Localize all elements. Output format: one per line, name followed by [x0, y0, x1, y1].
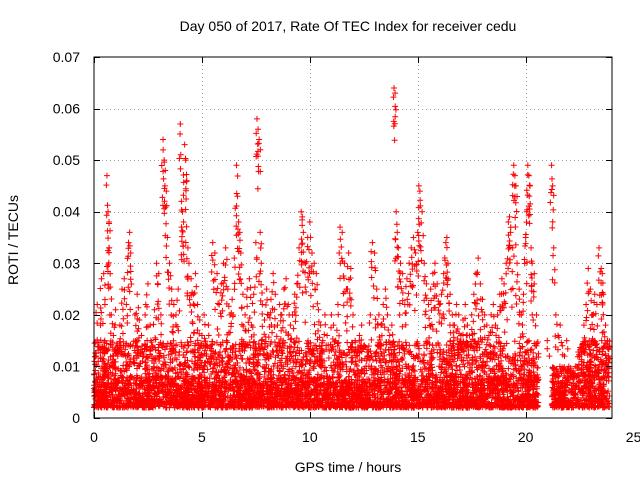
data-point [186, 364, 193, 371]
data-point [410, 362, 417, 369]
data-point [185, 363, 192, 370]
data-point [204, 366, 211, 373]
data-point [482, 362, 489, 369]
data-point [342, 358, 349, 365]
data-point [397, 368, 404, 375]
data-point [239, 356, 246, 363]
data-point [345, 373, 352, 380]
data-point [234, 383, 241, 390]
data-point [382, 359, 389, 366]
data-point [440, 348, 447, 355]
data-point [512, 350, 519, 357]
data-point [343, 363, 350, 370]
data-point [276, 368, 283, 375]
data-point [377, 362, 384, 369]
data-point [415, 351, 422, 358]
data-point [176, 366, 183, 373]
data-point [325, 354, 332, 361]
data-point [467, 364, 474, 371]
data-point [384, 368, 391, 375]
data-point [131, 360, 138, 367]
data-point [361, 355, 368, 362]
data-point [382, 385, 389, 392]
data-point [281, 339, 288, 346]
data-point [293, 349, 300, 356]
data-point [402, 371, 409, 378]
data-point [527, 347, 534, 354]
data-point [288, 353, 295, 360]
data-point [371, 365, 378, 372]
data-point [176, 348, 183, 355]
data-point [213, 356, 220, 363]
data-point [351, 367, 358, 374]
data-point [219, 361, 226, 368]
data-point [322, 364, 329, 371]
data-point [376, 343, 383, 350]
data-point [257, 381, 264, 388]
data-point [165, 351, 172, 358]
data-point [396, 338, 403, 345]
data-point [272, 354, 279, 361]
data-point [516, 340, 523, 347]
data-point [508, 360, 515, 367]
data-point [379, 356, 386, 363]
data-point [227, 346, 234, 353]
data-point [144, 366, 151, 373]
data-point [240, 367, 247, 374]
data-point [373, 349, 380, 356]
data-point [254, 359, 261, 366]
marks-layer [91, 84, 613, 411]
data-point [260, 351, 267, 358]
data-point [91, 340, 98, 347]
data-point [269, 347, 276, 354]
data-point [163, 373, 170, 380]
data-point [210, 348, 217, 355]
data-point [251, 366, 258, 373]
data-point [210, 364, 217, 371]
data-point [113, 340, 120, 347]
data-point [454, 367, 461, 374]
data-point [498, 357, 505, 364]
data-point [185, 342, 192, 349]
data-point [528, 346, 535, 353]
data-point [170, 337, 177, 344]
data-point [421, 352, 428, 359]
data-point [304, 357, 311, 364]
data-point [241, 347, 248, 354]
data-point [331, 352, 338, 359]
data-point [524, 338, 531, 345]
data-point [281, 371, 288, 378]
data-point [454, 355, 461, 362]
data-point [98, 355, 105, 362]
data-point [165, 367, 172, 374]
data-point [233, 355, 240, 362]
data-point [308, 349, 315, 356]
data-point [292, 352, 299, 359]
data-point [270, 371, 277, 378]
data-point [383, 358, 390, 365]
data-point [534, 339, 541, 346]
data-point [251, 338, 258, 345]
data-point [472, 358, 479, 365]
data-point [306, 367, 313, 374]
data-point [309, 346, 316, 353]
data-point [505, 365, 512, 372]
data-point [456, 367, 463, 374]
data-point [178, 339, 185, 346]
data-point [209, 368, 216, 375]
data-point [127, 356, 134, 363]
data-point [365, 343, 372, 350]
data-point [216, 359, 223, 366]
data-point [512, 357, 519, 364]
data-point [335, 374, 342, 381]
data-point [133, 344, 140, 351]
data-point [346, 368, 353, 375]
data-point [182, 354, 189, 361]
data-point [176, 361, 183, 368]
data-point [167, 340, 174, 347]
data-point [429, 364, 436, 371]
